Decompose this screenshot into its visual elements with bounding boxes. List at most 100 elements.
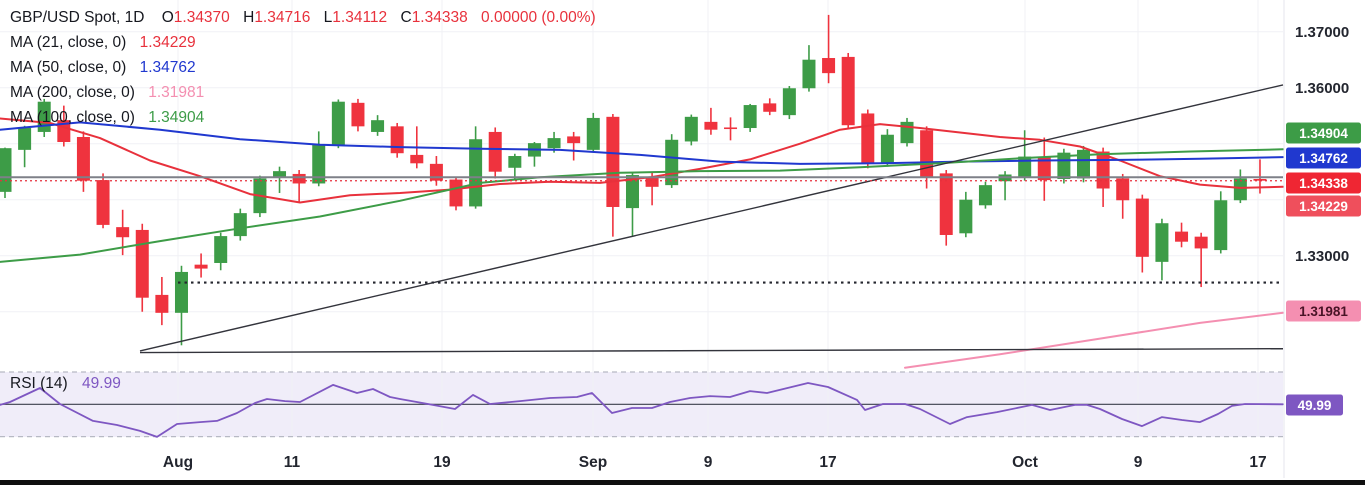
candle-body xyxy=(841,56,855,126)
candle xyxy=(194,253,208,278)
ma21-value: 1.34229 xyxy=(139,34,196,51)
candle-body xyxy=(194,264,208,269)
candle-body xyxy=(351,102,365,127)
ma200-label: MA (200, close, 0) xyxy=(10,84,135,101)
candle xyxy=(900,117,914,147)
time-axis-label: 19 xyxy=(433,454,451,471)
ma100-value: 1.34904 xyxy=(148,109,205,126)
ohlc-high: H1.34716 xyxy=(243,9,311,26)
candle-body xyxy=(547,138,561,149)
candle xyxy=(1155,218,1169,281)
candle xyxy=(625,172,639,237)
candle xyxy=(606,114,620,237)
time-scale[interactable]: Aug 11 19 Sep 9 17 Oct 9 17 xyxy=(163,454,1267,471)
legend-symbol-row[interactable]: GBP/USD Spot, 1D O1.34370 H1.34716 L1.34… xyxy=(10,8,596,28)
candle-body xyxy=(1253,178,1267,181)
candle-body xyxy=(214,236,228,263)
candle xyxy=(449,176,463,211)
price-badge-box xyxy=(1286,122,1361,144)
candle-body xyxy=(76,136,90,181)
time-axis-label: Aug xyxy=(163,454,193,471)
candle-body xyxy=(939,173,953,235)
candle xyxy=(861,109,875,169)
candle-body xyxy=(625,175,639,209)
price-axis-label: 1.36000 xyxy=(1295,80,1349,97)
candle-body xyxy=(606,116,620,207)
rsi-value: 49.99 xyxy=(82,375,121,392)
time-axis-label: 11 xyxy=(284,454,301,471)
candle xyxy=(959,191,973,238)
candle xyxy=(978,181,992,209)
candle xyxy=(724,117,738,141)
price-badge: 49.99 xyxy=(1286,394,1343,416)
candle-body xyxy=(724,127,738,130)
legend-ma50-row[interactable]: MA (50, close, 0) 1.34762 xyxy=(10,58,196,78)
candle-body xyxy=(665,139,679,186)
candle-body xyxy=(331,101,345,145)
ohlc-change: 0.00000 (0.00%) xyxy=(481,9,596,26)
candle-body xyxy=(390,126,404,154)
candle-body xyxy=(586,117,600,150)
price-badge-text: 1.34338 xyxy=(1299,176,1348,191)
ma-200-line xyxy=(904,311,1284,369)
candle xyxy=(155,276,169,326)
candle-body xyxy=(959,199,973,234)
price-badge: 1.34762 xyxy=(1286,147,1361,169)
ma50-label: MA (50, close, 0) xyxy=(10,59,127,76)
candle xyxy=(880,129,894,167)
candle-body xyxy=(508,156,522,168)
candle-body xyxy=(763,103,777,112)
price-badge-box xyxy=(1286,394,1343,416)
candle-body xyxy=(861,113,875,164)
rsi-legend-row[interactable]: RSI (14) 49.99 xyxy=(10,374,121,394)
price-scale[interactable]: 1.37000 1.36000 1.33000 1.34904 1.34762 1.343… xyxy=(1286,24,1361,416)
candle-body xyxy=(704,121,718,130)
candle-body xyxy=(18,128,32,150)
candle xyxy=(1116,173,1130,219)
candle-body xyxy=(371,120,385,132)
candle-body xyxy=(96,180,110,225)
candle xyxy=(782,86,796,120)
legend-ma100-row[interactable]: MA (100, close, 0) 1.34904 xyxy=(10,108,204,128)
price-axis-label: 1.37000 xyxy=(1295,24,1349,41)
candle-body xyxy=(449,179,463,207)
ma200-value: 1.31981 xyxy=(148,84,205,101)
ma-50-line xyxy=(0,121,1284,165)
candle xyxy=(488,127,502,179)
time-axis-label: 9 xyxy=(1134,454,1143,471)
price-badge: 1.34229 xyxy=(1286,195,1361,217)
candle xyxy=(743,103,757,132)
time-axis-label: 9 xyxy=(704,454,713,471)
candle-body xyxy=(1076,149,1090,179)
candle xyxy=(939,170,953,246)
candle xyxy=(371,115,385,136)
rising-trendline xyxy=(139,84,1284,352)
price-badge-text: 49.99 xyxy=(1298,398,1332,413)
legend-ma21-row[interactable]: MA (21, close, 0) 1.34229 xyxy=(10,33,196,53)
ohlc-low: L1.34112 xyxy=(323,9,388,26)
candles-layer xyxy=(0,14,1267,346)
rsi-label: RSI (14) xyxy=(10,375,68,392)
candle-body xyxy=(1116,178,1130,201)
candle xyxy=(174,265,188,346)
legend-ma200-row[interactable]: MA (200, close, 0) 1.31981 xyxy=(10,83,204,103)
candle xyxy=(684,114,698,146)
ma100-label: MA (100, close, 0) xyxy=(10,109,135,126)
candle xyxy=(1194,232,1208,288)
ma-100-line xyxy=(0,148,1284,263)
candle xyxy=(135,223,149,312)
candle xyxy=(665,134,679,188)
candle-body xyxy=(312,144,326,184)
price-badge-box xyxy=(1286,172,1361,194)
candle-body xyxy=(155,294,169,313)
candle-body xyxy=(920,130,934,177)
candle-body xyxy=(1018,156,1032,177)
price-badge: 1.31981 xyxy=(1286,300,1361,322)
candle xyxy=(841,52,855,130)
candle xyxy=(273,166,287,193)
price-badge-box xyxy=(1286,300,1361,322)
ma21-label: MA (21, close, 0) xyxy=(10,34,127,51)
candle-body xyxy=(1233,178,1247,201)
time-axis-label: 17 xyxy=(819,454,836,471)
